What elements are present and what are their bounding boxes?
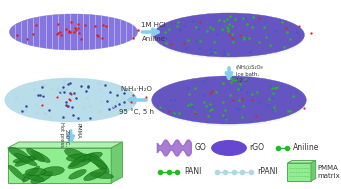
Text: PANI: PANI (185, 167, 202, 177)
Text: 1M HCl: 1M HCl (141, 22, 166, 28)
Ellipse shape (153, 13, 305, 57)
Ellipse shape (69, 169, 86, 179)
Ellipse shape (25, 168, 46, 176)
Polygon shape (287, 160, 316, 163)
Ellipse shape (41, 167, 64, 176)
Ellipse shape (31, 151, 50, 163)
Text: rGO: rGO (250, 143, 265, 153)
Ellipse shape (10, 14, 137, 50)
Ellipse shape (5, 78, 137, 122)
Text: PMMA
matrix: PMMA matrix (317, 166, 340, 178)
Text: GO: GO (195, 143, 207, 153)
Text: 200°C,: 200°C, (64, 129, 69, 147)
Ellipse shape (70, 156, 85, 167)
Text: Aniline: Aniline (142, 36, 166, 42)
Ellipse shape (90, 153, 109, 173)
Ellipse shape (23, 166, 40, 182)
Ellipse shape (152, 78, 306, 126)
Ellipse shape (90, 172, 114, 179)
Ellipse shape (152, 76, 306, 124)
Ellipse shape (80, 152, 102, 162)
Text: Hot press: Hot press (59, 122, 64, 147)
Text: PMMA: PMMA (75, 123, 80, 139)
Text: Ice bath,: Ice bath, (236, 71, 258, 77)
Polygon shape (287, 163, 311, 181)
Ellipse shape (68, 159, 90, 169)
Ellipse shape (64, 149, 86, 160)
Text: (NH₄)₂S₂O₈: (NH₄)₂S₂O₈ (236, 66, 263, 70)
Ellipse shape (85, 154, 107, 168)
Ellipse shape (8, 165, 25, 181)
Ellipse shape (13, 156, 39, 163)
Polygon shape (158, 140, 191, 156)
Text: 12 h: 12 h (236, 77, 247, 83)
Ellipse shape (27, 148, 44, 162)
Ellipse shape (9, 147, 30, 161)
Ellipse shape (31, 171, 53, 184)
Polygon shape (311, 160, 316, 181)
Text: rPANI: rPANI (257, 167, 278, 177)
Text: 95 °C, 5 h: 95 °C, 5 h (119, 108, 154, 115)
Ellipse shape (15, 156, 36, 166)
Ellipse shape (14, 153, 37, 166)
Ellipse shape (153, 15, 305, 59)
Text: N₂H₄·H₂O: N₂H₄·H₂O (121, 86, 152, 92)
Polygon shape (8, 148, 111, 183)
Ellipse shape (84, 169, 106, 181)
Text: Aniline: Aniline (293, 143, 320, 153)
Ellipse shape (211, 140, 247, 156)
Polygon shape (111, 142, 122, 183)
Polygon shape (8, 142, 122, 148)
Ellipse shape (66, 154, 91, 161)
Ellipse shape (23, 174, 44, 182)
